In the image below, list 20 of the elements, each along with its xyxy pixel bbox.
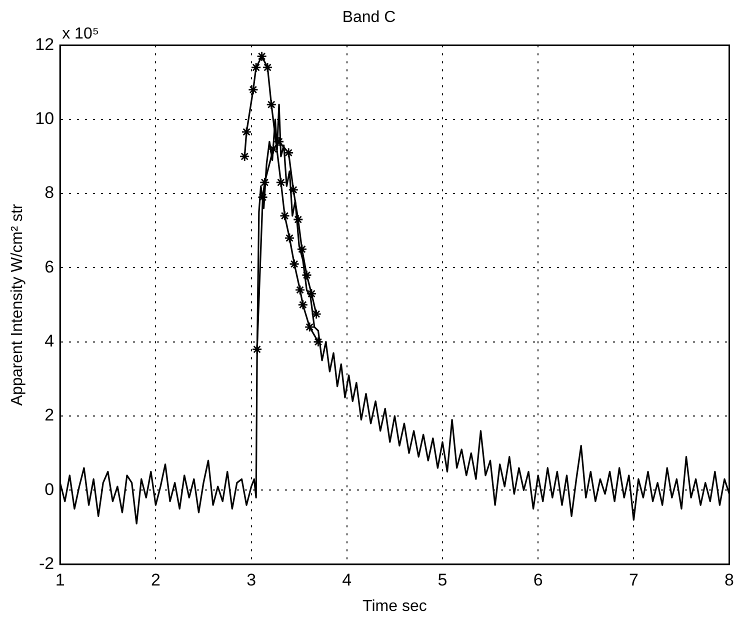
x-tick-label: 5 <box>438 570 448 590</box>
x-tick-label: 8 <box>724 570 734 590</box>
y-tick-label: 6 <box>44 257 54 276</box>
text: x 10⁵ <box>62 26 99 43</box>
x-tick-label: 3 <box>246 570 256 590</box>
x-tick-label: 4 <box>342 570 352 590</box>
x-tick-label: 1 <box>55 570 65 590</box>
chart-title: Band C <box>342 9 396 26</box>
x-axis-title: Time sec <box>362 598 427 615</box>
y-tick-label: 2 <box>44 406 54 425</box>
y-tick-label: -2 <box>38 554 54 574</box>
x-tick-label: 6 <box>533 570 543 590</box>
y-tick-label: 0 <box>44 480 54 499</box>
y-tick-label: 10 <box>35 109 54 128</box>
y-tick-label: 8 <box>44 183 54 202</box>
x-tick-label: 2 <box>150 570 160 590</box>
y-tick-label: 12 <box>35 34 54 54</box>
x-tick-label: 7 <box>628 570 638 590</box>
y-tick-label: 4 <box>44 332 54 351</box>
y-axis-title: Apparent Intensity W/cm² str <box>9 203 26 406</box>
